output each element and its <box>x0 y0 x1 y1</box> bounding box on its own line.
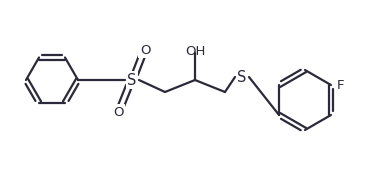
Text: O: O <box>140 44 150 56</box>
Text: F: F <box>337 78 344 92</box>
Text: S: S <box>127 73 137 88</box>
Text: OH: OH <box>185 45 205 58</box>
Text: O: O <box>113 105 123 119</box>
Text: S: S <box>237 69 247 84</box>
